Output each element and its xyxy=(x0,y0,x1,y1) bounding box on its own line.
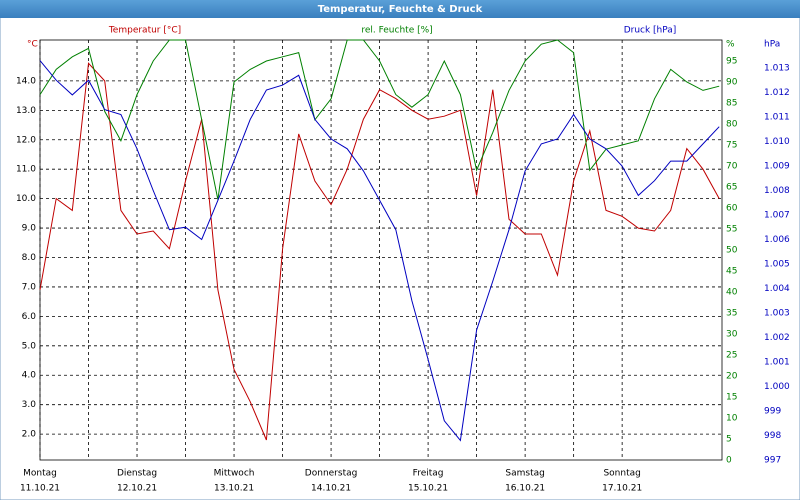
y-tick-label: 12.0 xyxy=(16,135,36,145)
y-tick-label: 11.0 xyxy=(16,165,36,175)
y-unit: °C xyxy=(27,40,38,50)
y3-tick-label: 1.001 xyxy=(764,357,790,367)
y3-tick-label: 1.006 xyxy=(764,235,790,245)
y2-tick-label: 15 xyxy=(726,393,737,403)
y-tick-label: 8.0 xyxy=(22,253,37,263)
y3-tick-label: 1.013 xyxy=(764,63,790,73)
x-tick-date: 12.10.21 xyxy=(117,484,157,494)
chart-title: Temperatur, Feuchte & Druck xyxy=(318,4,483,15)
y2-unit: % xyxy=(726,40,735,50)
y3-tick-label: 1.007 xyxy=(764,210,790,220)
x-tick-date: 14.10.21 xyxy=(311,484,351,494)
y-tick-label: 6.0 xyxy=(22,312,37,322)
x-tick-date: 13.10.21 xyxy=(214,484,254,494)
y3-unit: hPa xyxy=(764,40,780,50)
y2-tick-label: 90 xyxy=(726,78,738,88)
y-tick-label: 5.0 xyxy=(22,341,37,351)
y-tick-label: 3.0 xyxy=(22,400,37,410)
y3-tick-label: 1.005 xyxy=(764,259,790,269)
y2-tick-label: 75 xyxy=(726,141,737,151)
legend-entry: Druck [hPa] xyxy=(624,26,677,36)
y-tick-label: 4.0 xyxy=(22,371,37,381)
y2-tick-label: 50 xyxy=(726,246,738,256)
y2-tick-label: 70 xyxy=(726,162,738,172)
y2-tick-label: 95 xyxy=(726,57,737,67)
y3-tick-label: 1.002 xyxy=(764,333,790,343)
title-bar xyxy=(0,0,800,18)
legend-entry: rel. Feuchte [%] xyxy=(361,26,432,36)
y2-tick-label: 0 xyxy=(726,456,732,466)
y3-tick-label: 1.003 xyxy=(764,308,790,318)
y2-tick-label: 40 xyxy=(726,288,738,298)
y3-tick-label: 998 xyxy=(764,431,781,441)
plot-border xyxy=(39,39,723,461)
x-tick-label: Mittwoch xyxy=(214,469,255,479)
y2-tick-label: 55 xyxy=(726,225,737,235)
y3-tick-label: 1.008 xyxy=(764,186,790,196)
y-tick-label: 2.0 xyxy=(22,430,37,440)
x-tick-label: Donnerstag xyxy=(305,469,358,479)
y2-tick-label: 85 xyxy=(726,99,737,109)
y2-tick-label: 20 xyxy=(726,372,738,382)
y-tick-label: 7.0 xyxy=(22,282,37,292)
y3-tick-label: 1.011 xyxy=(764,112,790,122)
y3-tick-label: 999 xyxy=(764,406,781,416)
y3-tick-label: 1.000 xyxy=(764,382,790,392)
series-line xyxy=(39,60,720,442)
x-tick-label: Freitag xyxy=(413,469,444,479)
x-tick-date: 17.10.21 xyxy=(602,484,642,494)
y2-tick-label: 65 xyxy=(726,183,737,193)
y-tick-label: 9.0 xyxy=(22,224,37,234)
y2-tick-label: 35 xyxy=(726,309,737,319)
x-tick-label: Sonntag xyxy=(603,469,640,479)
y2-tick-label: 10 xyxy=(726,414,738,424)
y2-tick-label: 60 xyxy=(726,204,738,214)
y2-tick-label: 30 xyxy=(726,330,738,340)
y-tick-label: 13.0 xyxy=(16,106,36,116)
y-tick-label: 14.0 xyxy=(16,76,36,86)
legend-entry: Temperatur [°C] xyxy=(108,26,181,36)
x-tick-label: Dienstag xyxy=(117,469,157,479)
y2-tick-label: 25 xyxy=(726,351,737,361)
y2-tick-label: 80 xyxy=(726,120,738,130)
x-tick-label: Montag xyxy=(23,469,57,479)
y2-tick-label: 45 xyxy=(726,267,737,277)
y2-tick-label: 5 xyxy=(726,435,732,445)
y3-tick-label: 997 xyxy=(764,456,781,466)
x-tick-label: Samstag xyxy=(505,469,544,479)
series-line xyxy=(39,62,720,441)
y3-tick-label: 1.012 xyxy=(764,88,790,98)
x-tick-date: 11.10.21 xyxy=(20,484,60,494)
y-tick-label: 10.0 xyxy=(16,194,36,204)
x-tick-date: 16.10.21 xyxy=(505,484,545,494)
y3-tick-label: 1.004 xyxy=(764,284,790,294)
x-tick-date: 15.10.21 xyxy=(408,484,448,494)
y3-tick-label: 1.010 xyxy=(764,137,790,147)
y3-tick-label: 1.009 xyxy=(764,161,790,171)
